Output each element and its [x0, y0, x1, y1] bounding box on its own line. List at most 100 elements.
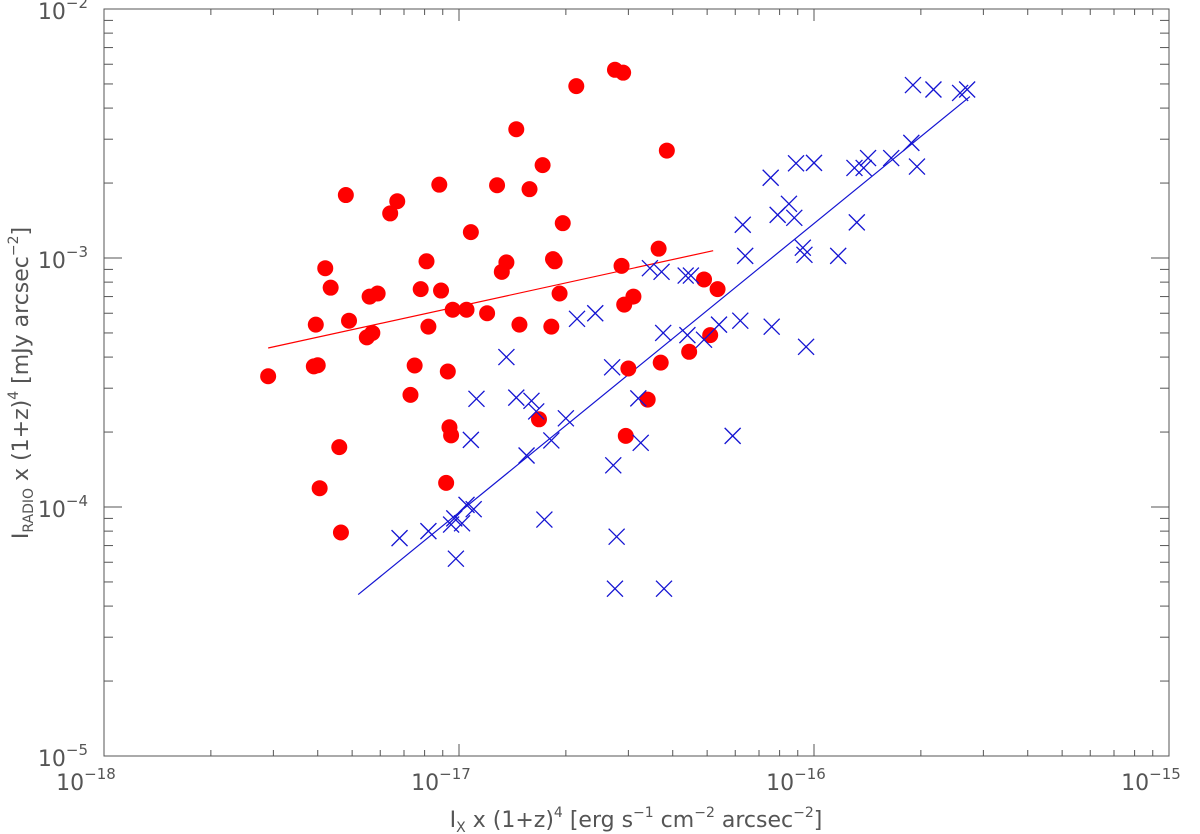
cross-point [606, 580, 624, 598]
y-tick-label-exp: −4 [66, 492, 88, 510]
cross-point [958, 81, 976, 98]
x-tick-label: 10−18 [56, 765, 116, 796]
cross-stroke [527, 402, 545, 420]
cross-stroke [710, 316, 728, 334]
circle-point [364, 324, 381, 341]
cross-stroke [734, 216, 752, 234]
cross-stroke [632, 434, 650, 452]
y-axis-label-rest1: x (1+z) [9, 400, 34, 488]
x-axis-label-rest4: arcsec [715, 808, 793, 833]
circle-point [309, 357, 326, 374]
circle-point [498, 254, 515, 271]
circle-point [412, 281, 429, 298]
cross-stroke [523, 392, 540, 410]
cross-stroke [845, 159, 863, 177]
axis-ticks [103, 8, 1170, 757]
circle-point [650, 240, 667, 257]
cross-point [653, 263, 671, 281]
cross-stroke [465, 500, 483, 518]
cross-point [535, 511, 553, 529]
circle-point [369, 285, 386, 302]
y-axis-label-sub: RADIO [21, 488, 37, 533]
circle-point [543, 318, 560, 335]
circle-point [458, 301, 475, 318]
y-tick-label-exp: −2 [66, 0, 88, 12]
circle-point [534, 157, 551, 174]
circle-point [479, 305, 496, 322]
cross-stroke [695, 331, 713, 349]
y-tick-label: 10−2 [38, 0, 88, 25]
cross-point [797, 338, 815, 356]
cross-stroke [724, 427, 742, 445]
cross-point [391, 529, 409, 547]
cross-stroke [924, 81, 942, 98]
cross-point [518, 447, 536, 464]
x-tick-label-exp: −17 [439, 765, 471, 783]
cross-point [608, 528, 626, 546]
circle-point [508, 121, 525, 138]
cross-stroke [682, 267, 700, 285]
circle-point [530, 411, 547, 428]
cross-stroke [762, 169, 780, 187]
cross-point [442, 516, 460, 534]
x-tick-label-exp: −15 [1149, 765, 1181, 783]
cross-stroke [604, 456, 622, 474]
cross-stroke [805, 154, 823, 172]
cross-stroke [507, 389, 525, 407]
cross-stroke [442, 516, 460, 534]
data-points [260, 61, 976, 598]
circle-point [439, 363, 456, 380]
y-tick-label-base: 10 [38, 747, 66, 772]
cross-point [710, 316, 728, 334]
fit-line [268, 250, 714, 349]
cross-point [557, 409, 575, 427]
cross-stroke [453, 514, 471, 532]
cross-stroke [603, 358, 621, 376]
cross-point [805, 154, 823, 172]
cross-stroke [391, 529, 409, 547]
cross-stroke [468, 390, 485, 408]
circle-point [438, 474, 455, 491]
x-axis-label-sup2: −1 [633, 805, 654, 821]
cross-point [829, 247, 847, 265]
y-tick-label: 10−3 [38, 243, 88, 274]
x-tick-label-base: 10 [766, 771, 794, 796]
fit-lines [268, 96, 971, 596]
cross-point [655, 580, 673, 598]
circle-point [620, 360, 637, 377]
fit-line [357, 96, 971, 596]
circle-point [615, 64, 632, 81]
circle-point [681, 343, 698, 360]
circle-point [709, 281, 726, 298]
cross-stroke [797, 338, 815, 356]
x-tick-label-base: 10 [56, 771, 84, 796]
cross-point [924, 81, 942, 98]
cross-stroke [458, 496, 475, 514]
cross-stroke [882, 149, 900, 167]
y-tick-label-base: 10 [38, 498, 66, 523]
circle-point [331, 439, 348, 456]
y-axis-label-sup: 4 [6, 391, 22, 400]
cross-stroke [855, 159, 873, 177]
circle-point [652, 354, 669, 371]
cross-stroke [542, 432, 560, 449]
cross-point [654, 324, 672, 342]
cross-point [794, 239, 812, 257]
circle-point [402, 386, 419, 403]
cross-stroke [568, 310, 586, 328]
cross-point [568, 310, 586, 328]
cross-point [603, 358, 621, 376]
cross-point [695, 331, 713, 349]
cross-stroke [678, 326, 696, 344]
cross-stroke [419, 522, 437, 540]
cross-stroke [677, 267, 695, 285]
cross-point [724, 427, 742, 445]
cross-stroke [908, 158, 926, 175]
cross-stroke [796, 246, 813, 264]
cross-stroke [654, 324, 672, 342]
cross-point [677, 267, 695, 285]
circle-point [696, 271, 713, 288]
circle-point [389, 193, 406, 210]
cross-stroke [641, 259, 659, 277]
y-axis-label-rest3: ] [9, 227, 34, 236]
